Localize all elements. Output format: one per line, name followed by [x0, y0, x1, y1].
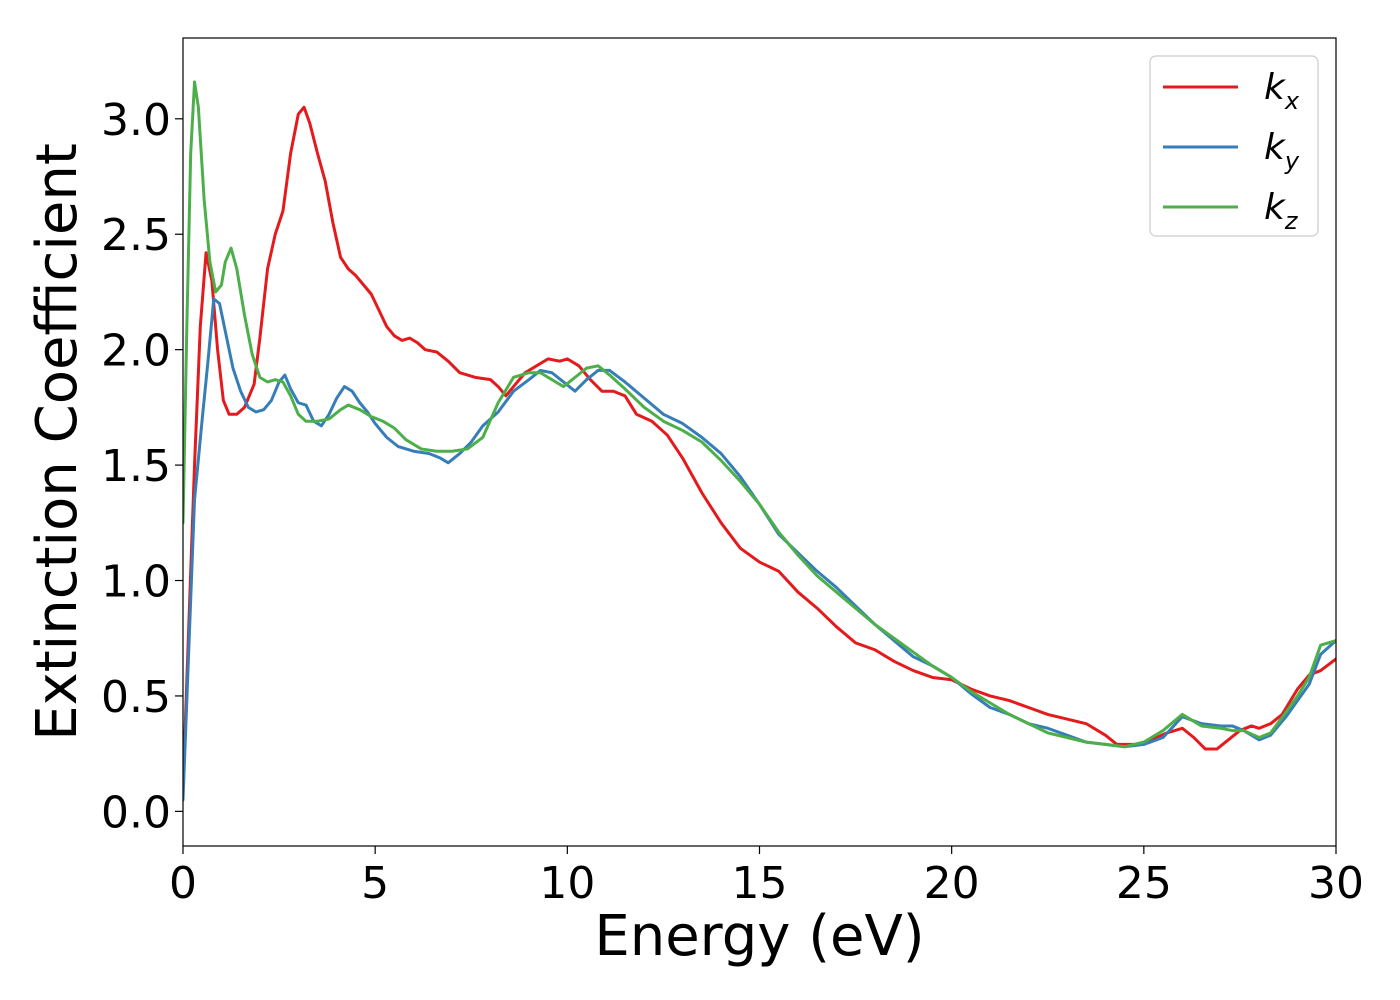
y-tick-label: 0.0: [101, 787, 171, 838]
y-tick-label: 3.0: [101, 95, 171, 146]
x-axis: 0 5 10 15 20 25 30: [169, 846, 1364, 909]
y-tick-label: 2.5: [101, 210, 171, 261]
y-tick-label: 0.5: [101, 672, 171, 723]
x-tick-label: 10: [539, 858, 595, 909]
y-tick-label: 2.0: [101, 326, 171, 377]
y-tick-label: 1.0: [101, 557, 171, 608]
series-layer: [183, 80, 1336, 802]
x-tick-label: 25: [1116, 858, 1172, 909]
x-tick-label: 0: [169, 858, 197, 909]
y-axis: 0.0 0.5 1.0 1.5 2.0 2.5 3.0: [101, 95, 183, 838]
x-axis-label: Energy (eV): [594, 904, 924, 969]
y-axis-label: Extinction Coefficient: [25, 143, 90, 741]
x-tick-label: 15: [732, 858, 788, 909]
x-tick-label: 5: [361, 858, 389, 909]
y-tick-label: 1.5: [101, 441, 171, 492]
x-tick-label: 30: [1308, 858, 1364, 909]
x-tick-label: 20: [924, 858, 980, 909]
series-line-z: [183, 80, 1336, 749]
